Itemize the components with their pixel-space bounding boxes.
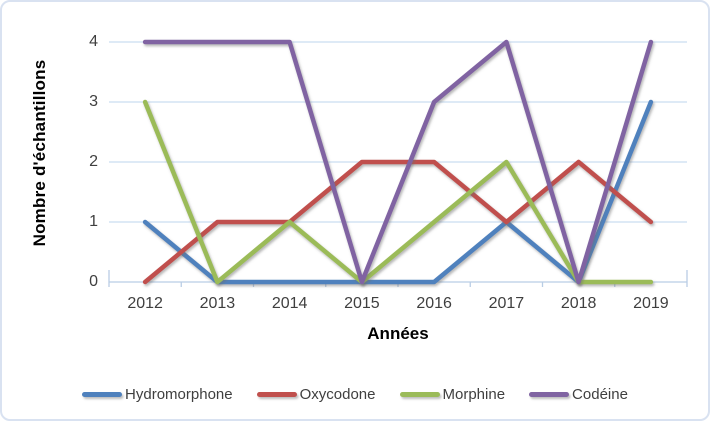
x-axis-title: Années xyxy=(367,324,429,343)
legend-item-cod-ine: Codéine xyxy=(529,386,628,403)
legend-line-swatch-icon xyxy=(529,391,570,397)
x-tick-label: 2019 xyxy=(633,295,669,312)
y-tick-label: 2 xyxy=(89,153,98,170)
legend-label: Oxycodone xyxy=(299,385,376,403)
x-axis xyxy=(108,270,688,287)
legend-label: Morphine xyxy=(442,385,506,403)
x-tick-label: 2016 xyxy=(416,295,452,312)
legend: Hydromorphone Oxycodone Morphine Codéine xyxy=(2,380,708,408)
series-line-cod-ine xyxy=(142,39,654,285)
x-tick-label: 2015 xyxy=(344,295,380,312)
y-axis-title: Nombre d'échantillons xyxy=(30,59,49,247)
x-tick-label: 2017 xyxy=(488,295,525,312)
x-tick-label: 2014 xyxy=(271,295,308,312)
legend-line-swatch-icon xyxy=(399,391,440,397)
x-tick-label: 2018 xyxy=(560,295,597,312)
legend-label: Codéine xyxy=(572,385,628,403)
legend-item-morphine: Morphine xyxy=(399,385,506,403)
series-line-morphine xyxy=(142,99,654,285)
y-tick-label: 3 xyxy=(89,93,98,110)
y-tick-label: 0 xyxy=(89,273,98,290)
x-tick-label: 2013 xyxy=(199,295,236,312)
series-line-hydromorphone xyxy=(142,99,654,285)
y-tick-label: 1 xyxy=(89,213,98,230)
legend-line-swatch-icon xyxy=(256,391,297,397)
legend-item-hydromorphone: Hydromorphone xyxy=(82,386,233,403)
y-tick-label: 4 xyxy=(89,33,98,50)
legend-line-swatch-icon xyxy=(82,391,123,397)
legend-label: Hydromorphone xyxy=(125,385,233,403)
x-tick-label: 2012 xyxy=(127,295,163,312)
legend-item-oxycodone: Oxycodone xyxy=(256,385,376,403)
series-line-oxycodone xyxy=(142,159,654,285)
